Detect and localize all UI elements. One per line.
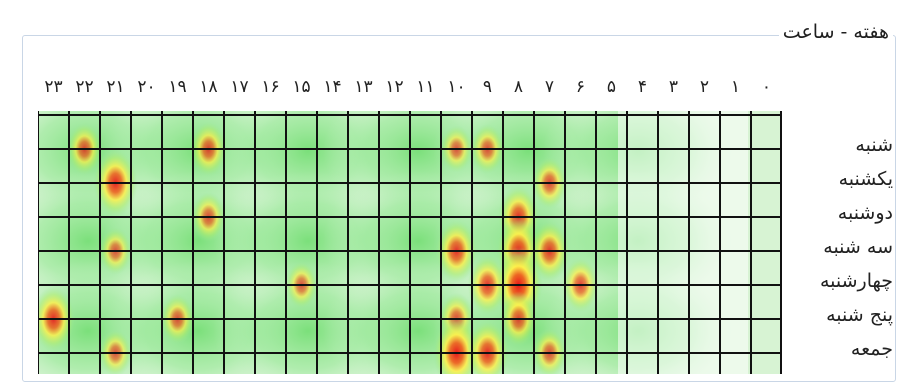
hour-label: ۲۰ [137, 77, 156, 97]
hour-label: ۱۹ [168, 77, 187, 97]
day-label: سه شنبه [823, 236, 893, 258]
hour-label: ۷ [544, 77, 555, 97]
hour-label: ۵ [606, 77, 617, 97]
hour-label: ۹ [482, 77, 493, 97]
day-label: شنبه [855, 134, 893, 156]
hour-label: ۱۴ [323, 77, 342, 97]
hour-label: ۲ [699, 77, 710, 97]
hour-axis: ۰ ۱ ۲ ۳ ۴ ۵ ۶ ۷ ۸ ۹ ۱۰ ۱۱ ۱۲ ۱۳ ۱۴ ۱۵ ۱۶ ۱۷ ۱۸ ۱۹ ۲۰ ۲۱ ۲۲ ۲۳ [38, 72, 782, 102]
hour-label: ۸ [513, 77, 524, 97]
hour-label: ۱۳ [354, 77, 373, 97]
day-label: دوشنبه [837, 202, 893, 224]
heat-fade [618, 111, 748, 374]
heat-spot [99, 329, 132, 374]
heat-spot [466, 320, 509, 374]
hour-label: ۶ [575, 77, 586, 97]
hour-label: ۱۰ [447, 77, 466, 97]
day-label: یکشنبه [838, 168, 893, 190]
hour-label: ۲۳ [44, 77, 63, 97]
day-label: جمعه [850, 338, 893, 360]
hour-label: ۱۱ [416, 77, 435, 97]
panel-title: هفته - ساعت [778, 20, 893, 44]
hour-label: ۳ [668, 77, 679, 97]
hour-label: ۱۸ [199, 77, 218, 97]
hour-label: ۱۷ [230, 77, 249, 97]
hour-label: ۲۲ [75, 77, 94, 97]
hour-label: ۱۶ [261, 77, 280, 97]
hour-label: ۱۵ [292, 77, 311, 97]
hour-label: ۲۱ [106, 77, 125, 97]
day-axis: شنبه یکشنبه دوشنبه سه شنبه چهارشنبه پنج شنبه ج… [793, 128, 893, 366]
week-hour-heatmap [38, 111, 782, 374]
hour-label: ۰ [761, 77, 772, 97]
hour-label: ۱۲ [385, 77, 404, 97]
hour-label: ۱ [730, 77, 741, 97]
heatmap-svg [38, 111, 782, 374]
hour-label: ۴ [637, 77, 648, 97]
day-label: پنج شنبه [826, 304, 893, 326]
day-label: چهارشنبه [819, 270, 893, 292]
heat-spot [532, 328, 567, 374]
